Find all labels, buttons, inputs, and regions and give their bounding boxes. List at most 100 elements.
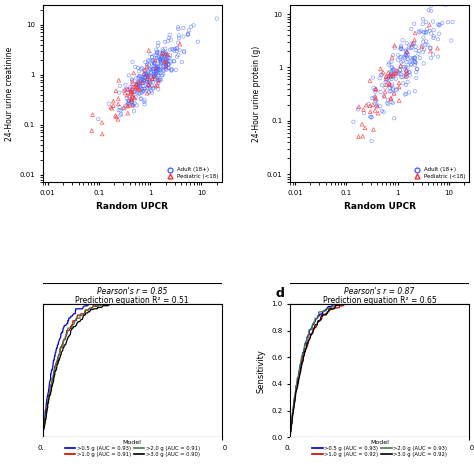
Point xyxy=(159,49,166,57)
Point xyxy=(366,77,374,84)
Point xyxy=(152,51,159,58)
Point xyxy=(420,28,428,36)
Point xyxy=(121,89,129,97)
Point xyxy=(392,67,400,74)
Point xyxy=(161,52,169,59)
Point xyxy=(165,34,173,42)
Point xyxy=(410,54,418,62)
Point xyxy=(146,65,154,73)
Point xyxy=(368,94,376,102)
Point xyxy=(390,66,397,74)
Point xyxy=(157,55,165,63)
Point xyxy=(190,21,197,29)
Point xyxy=(154,49,161,56)
Point xyxy=(393,67,401,74)
Point xyxy=(137,77,144,84)
Point xyxy=(160,50,168,57)
Point xyxy=(137,86,144,93)
Point xyxy=(388,75,395,83)
Point xyxy=(158,54,165,62)
Point xyxy=(143,63,151,71)
Point xyxy=(133,81,141,88)
Point xyxy=(131,63,139,71)
Point xyxy=(151,72,158,79)
Legend: Adult (18+), Pediatric (<18): Adult (18+), Pediatric (<18) xyxy=(414,166,466,180)
Point xyxy=(388,63,396,71)
Point xyxy=(130,69,137,77)
Point xyxy=(166,54,173,62)
Point xyxy=(419,48,427,55)
Point xyxy=(411,61,419,69)
Point xyxy=(145,84,152,92)
Point xyxy=(435,21,443,29)
Point xyxy=(148,54,156,61)
Point xyxy=(148,75,156,82)
Point xyxy=(398,53,405,61)
Point xyxy=(401,65,409,73)
Point xyxy=(149,65,156,73)
Point xyxy=(167,57,174,65)
Point xyxy=(137,84,144,92)
Legend: Adult (18+), Pediatric (<18): Adult (18+), Pediatric (<18) xyxy=(167,166,219,180)
Point xyxy=(128,78,136,85)
Point xyxy=(150,72,158,80)
Point xyxy=(159,66,167,74)
Point xyxy=(383,99,391,107)
Point xyxy=(175,34,182,42)
Point xyxy=(142,71,150,79)
Point xyxy=(129,80,137,88)
Point xyxy=(389,85,397,92)
Point xyxy=(162,52,169,60)
Point xyxy=(442,1,449,9)
Point xyxy=(158,72,166,80)
Point xyxy=(171,45,179,53)
Point xyxy=(156,56,164,64)
Point xyxy=(142,70,150,78)
Point xyxy=(140,77,147,84)
Point xyxy=(391,44,399,51)
Point xyxy=(180,24,187,32)
Point xyxy=(447,36,455,44)
Point xyxy=(125,92,133,100)
Point xyxy=(128,93,136,101)
Point xyxy=(402,90,410,98)
Point xyxy=(383,74,391,82)
Point xyxy=(161,62,168,69)
Point xyxy=(146,78,153,85)
Point xyxy=(165,60,173,68)
Point xyxy=(388,99,395,106)
Text: d: d xyxy=(276,287,284,301)
Point xyxy=(405,43,412,51)
Point xyxy=(168,66,175,74)
Point xyxy=(140,87,148,95)
Point xyxy=(381,92,388,100)
Point xyxy=(128,76,136,84)
X-axis label: 1 - Specificity: 1 - Specificity xyxy=(351,456,408,465)
Point xyxy=(427,47,434,55)
Point xyxy=(155,65,163,73)
Point xyxy=(141,85,148,92)
Point xyxy=(134,80,141,87)
Point xyxy=(378,71,385,78)
Point xyxy=(399,57,406,65)
Point xyxy=(125,97,132,104)
Point xyxy=(402,63,410,71)
Point xyxy=(118,110,125,118)
X-axis label: 1 - Specificity: 1 - Specificity xyxy=(104,456,161,465)
Point xyxy=(175,25,182,33)
Point xyxy=(135,78,142,85)
Point xyxy=(166,51,174,59)
Text: Pearson's r = 0.85: Pearson's r = 0.85 xyxy=(97,287,167,296)
Point xyxy=(145,82,152,90)
Point xyxy=(403,53,410,60)
Point xyxy=(171,57,178,65)
Point xyxy=(134,78,141,86)
Point xyxy=(403,67,410,74)
Point xyxy=(178,58,186,66)
Point xyxy=(369,101,377,109)
Point xyxy=(401,53,409,60)
Point xyxy=(145,56,152,64)
Point xyxy=(168,45,176,53)
Point xyxy=(133,83,141,91)
Point xyxy=(139,75,146,83)
